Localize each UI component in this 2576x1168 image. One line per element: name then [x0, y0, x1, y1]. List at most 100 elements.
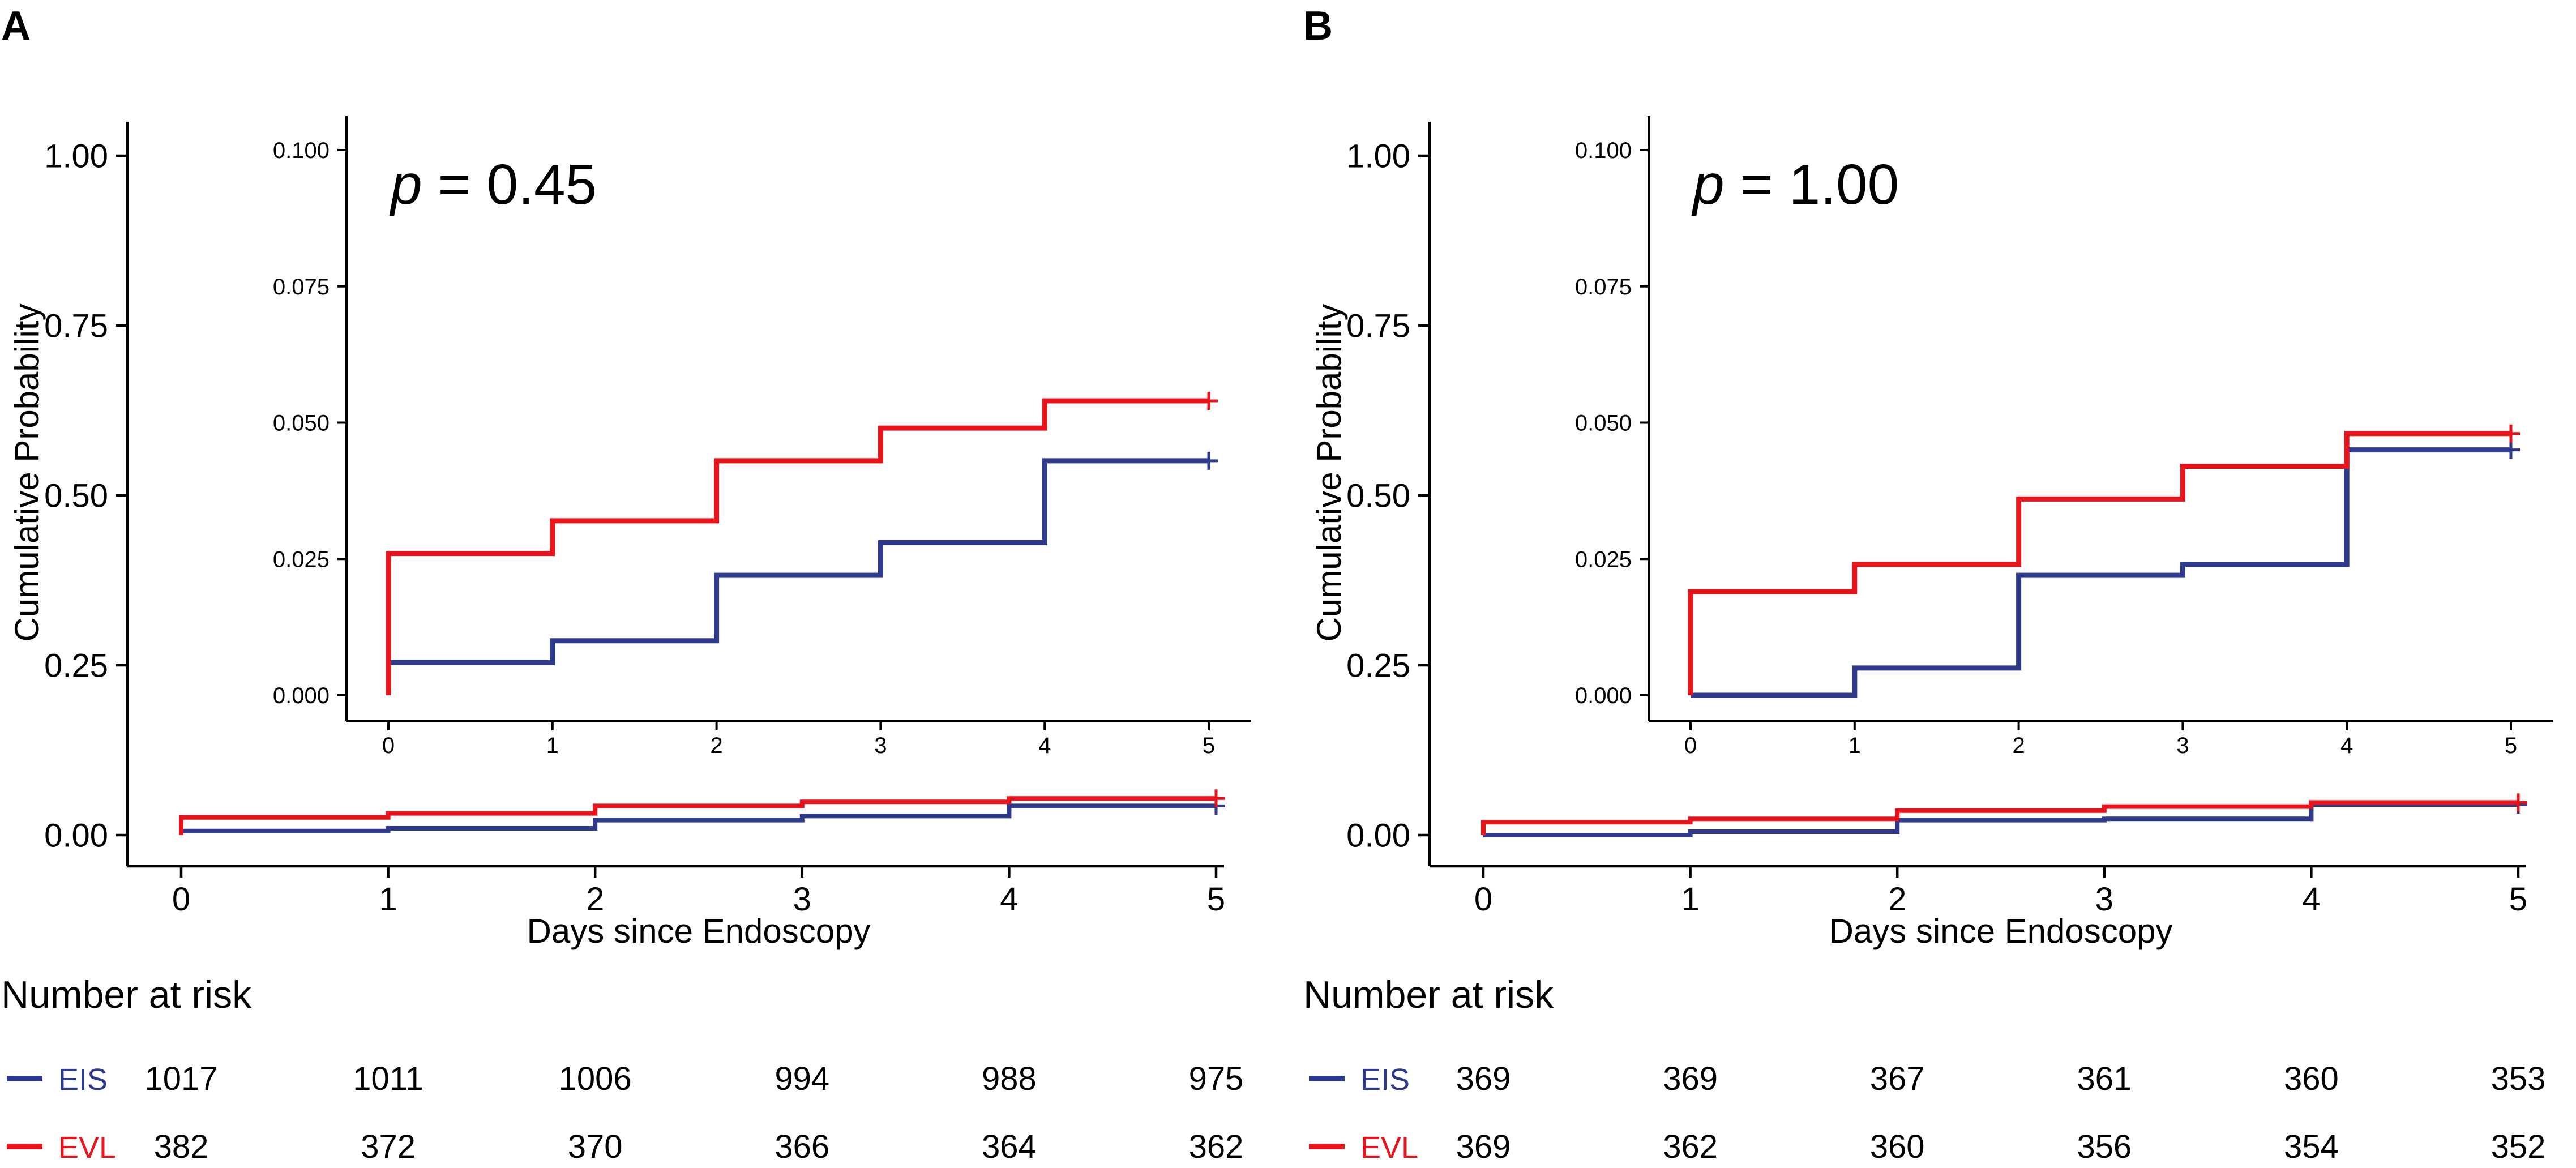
- risk-count: 372: [361, 1128, 416, 1165]
- risk-count: 369: [1456, 1128, 1511, 1165]
- risk-count: 362: [1189, 1128, 1244, 1165]
- risk-count: 354: [2284, 1128, 2339, 1165]
- risk-count: 364: [982, 1128, 1037, 1165]
- risk-row-label: EVL: [58, 1131, 116, 1165]
- y-tick-label: 0.100: [273, 138, 330, 163]
- x-tick-label: 3: [2095, 881, 2113, 918]
- y-axis-label: Cumulative Probability: [8, 304, 46, 642]
- main-series-eis-line: [179, 803, 1216, 835]
- y-tick-label: 0.050: [1575, 411, 1632, 436]
- inset-series-eis-line: [386, 458, 1209, 695]
- y-tick-label: 0.50: [1346, 477, 1410, 514]
- x-tick-label: 2: [2012, 733, 2025, 758]
- y-tick-label: 0.00: [1346, 817, 1410, 854]
- y-tick-label: 0.075: [273, 275, 330, 300]
- y-tick-label: 1.00: [44, 138, 108, 174]
- x-tick-label: 4: [1038, 733, 1051, 758]
- censor-mark-eis: [1200, 451, 1218, 470]
- x-tick-label: 5: [2509, 881, 2527, 918]
- x-tick-label: 2: [1888, 881, 1906, 918]
- x-tick-label: 0: [1684, 733, 1697, 758]
- x-tick-label: 3: [793, 881, 811, 918]
- y-axis-label: Cumulative Probability: [1310, 304, 1348, 642]
- risk-count: 353: [2491, 1060, 2546, 1097]
- risk-row-evl: EVL 382 372 370 366 364 362: [7, 1128, 1243, 1165]
- risk-count: 369: [1456, 1060, 1511, 1097]
- censor-mark-evl: [1200, 391, 1218, 410]
- risk-count: 367: [1870, 1060, 1925, 1097]
- y-tick-label: 0.100: [1575, 138, 1632, 163]
- y-tick-label: 0.75: [44, 307, 108, 344]
- x-axis-label: Days since Endoscopy: [1829, 912, 2173, 950]
- risk-count: 1017: [144, 1060, 217, 1097]
- x-tick-label: 1: [379, 881, 397, 918]
- risk-row-label: EVL: [1360, 1131, 1418, 1165]
- y-tick-label: 0.25: [1346, 647, 1410, 684]
- risk-count: 994: [774, 1060, 829, 1097]
- risk-count: 352: [2491, 1128, 2546, 1165]
- risk-count: 369: [1663, 1060, 1718, 1097]
- risk-row-eis: EIS 1017 1011 1006 994 988 975: [7, 1060, 1243, 1097]
- x-tick-label: 5: [1203, 733, 1215, 758]
- x-tick-label: 4: [1000, 881, 1018, 918]
- panel-label: A: [1, 3, 31, 49]
- risk-count: 1006: [559, 1060, 632, 1097]
- y-tick-label: 0.000: [1575, 683, 1632, 708]
- censor-mark-evl: [2502, 424, 2520, 443]
- risk-count: 360: [2284, 1060, 2339, 1097]
- x-tick-label: 3: [874, 733, 887, 758]
- inset-plot: 0.000 0.025 0.050 0.075 0.100 0 1 2 3 4 5: [273, 116, 1251, 758]
- risk-row-label: EIS: [1360, 1063, 1410, 1097]
- p-symbol: p: [389, 153, 422, 216]
- panel-b: B 0.00 0.25 0.50 0.75 1.00 0 1 2 3 4 5 Days since En…: [1303, 3, 2553, 1165]
- risk-count: 362: [1663, 1128, 1718, 1165]
- censor-mark-evl: [2509, 793, 2527, 812]
- p-value-text: = 0.45: [422, 153, 597, 216]
- y-tick-label: 0.025: [1575, 547, 1632, 572]
- y-tick-label: 0.025: [273, 547, 330, 572]
- y-tick-label: 0.075: [1575, 275, 1632, 300]
- risk-row-label: EIS: [58, 1063, 108, 1097]
- main-plot: 0.00 0.25 0.50 0.75 1.00 0 1 2 3 4 5 Days since End…: [8, 122, 1225, 950]
- p-symbol: p: [1691, 153, 1725, 216]
- x-tick-label: 0: [382, 733, 395, 758]
- risk-row-eis: EIS 369 369 367 361 360 353: [1309, 1060, 2545, 1097]
- inset-plot: 0.000 0.025 0.050 0.075 0.100 0 1 2 3 4 5: [1575, 116, 2553, 758]
- risk-table-title: Number at risk: [1303, 973, 1554, 1016]
- inset-series-evl-line: [1688, 431, 2511, 695]
- risk-count: 370: [568, 1128, 623, 1165]
- risk-count: 360: [1870, 1128, 1925, 1165]
- x-tick-label: 2: [586, 881, 604, 918]
- x-tick-label: 0: [1474, 881, 1492, 918]
- y-tick-label: 0.050: [273, 411, 330, 436]
- y-tick-label: 0.25: [44, 647, 108, 684]
- main-plot: 0.00 0.25 0.50 0.75 1.00 0 1 2 3 4 5 Days since End…: [1310, 122, 2527, 950]
- panel-label: B: [1303, 3, 1333, 49]
- risk-table-title: Number at risk: [1, 973, 252, 1016]
- y-tick-label: 0.50: [44, 477, 108, 514]
- panel-a: A 0.00 0.25 0.50 0.75 1.00 0 1 2 3 4 5 Days since En…: [1, 3, 1251, 1165]
- x-tick-label: 2: [710, 733, 722, 758]
- main-series-eis-line: [1483, 802, 2518, 837]
- x-tick-label: 4: [2302, 881, 2320, 918]
- p-value-annotation: p = 1.00: [1691, 153, 1899, 216]
- x-tick-label: 4: [2340, 733, 2353, 758]
- x-tick-label: 1: [1848, 733, 1861, 758]
- risk-count: 356: [2077, 1128, 2132, 1165]
- x-tick-label: 0: [172, 881, 190, 918]
- risk-count: 975: [1189, 1060, 1244, 1097]
- inset-series-evl-line: [386, 398, 1209, 695]
- y-tick-label: 0.75: [1346, 307, 1410, 344]
- risk-count: 1011: [353, 1060, 423, 1097]
- y-tick-label: 1.00: [1346, 138, 1410, 174]
- risk-count: 366: [774, 1128, 829, 1165]
- y-tick-label: 0.00: [44, 817, 108, 854]
- p-value-annotation: p = 0.45: [389, 153, 597, 216]
- risk-count: 382: [154, 1128, 209, 1165]
- p-value-text: = 1.00: [1725, 153, 1899, 216]
- x-tick-label: 5: [1207, 881, 1225, 918]
- risk-count: 361: [2077, 1060, 2132, 1097]
- main-series-evl-line: [179, 796, 1216, 835]
